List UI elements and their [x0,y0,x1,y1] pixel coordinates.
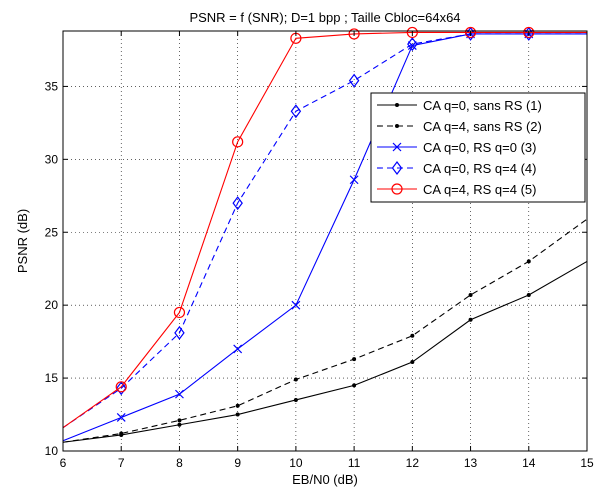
y-axis-label: PSNR (dB) [15,209,30,273]
series-1 [62,260,588,443]
legend-entry-5: CA q=4, RS q=4 (5) [377,182,536,197]
series-2 [62,218,588,443]
chart-title: PSNR = f (SNR); D=1 bpp ; Taille Cbloc=6… [189,10,460,25]
series-5-point [115,381,127,393]
series-2-point [526,259,531,264]
legend-marker-swatch [395,103,399,107]
series-1-point [526,292,531,297]
y-tick-label: 15 [45,371,59,385]
legend-label: CA q=0, sans RS (1) [423,98,542,113]
series-5-point [406,26,418,39]
series-4-point [115,381,127,396]
x-tick-label: 10 [289,456,303,470]
series-3-point [407,41,417,51]
x-marker-stroke [116,413,126,422]
y-tick-label: 35 [45,79,59,93]
plot-frame [62,30,588,452]
series-2-point [177,418,182,423]
series-4-point [174,325,185,340]
series-3-point [175,389,184,399]
x-marker-stroke [233,344,243,354]
y-tick-label: 20 [45,298,59,312]
series-3-point [349,175,359,185]
series-4-point [407,37,418,52]
x-marker-stroke [407,41,417,51]
x-tick-label: 11 [348,456,361,470]
series-2-point [119,431,124,436]
x-tick-label: 8 [176,456,183,470]
series-5-point [232,136,244,148]
x-tick-label: 6 [60,456,67,470]
series-1-line [62,260,588,443]
series-layer [62,26,588,443]
x-marker-stroke [291,300,301,310]
legend-label: CA q=0, RS q=4 (4) [423,161,536,176]
legend: CA q=0, sans RS (1) CA q=4, sans RS (2) CA… [370,92,586,203]
series-2-point [410,333,415,338]
series-1-point [352,383,357,388]
series-1-point [410,360,415,365]
series-2-point [293,377,298,382]
legend-marker-swatch [391,161,403,175]
x-tick-label: 9 [234,456,241,470]
legend-entry-4: CA q=0, RS q=4 (4) [377,161,536,176]
series-5-point [523,26,535,39]
series-5 [62,26,587,429]
x-tick-label: 7 [118,456,125,470]
series-4-point [232,196,243,211]
series-3-point [291,300,301,310]
series-2-point [352,357,357,362]
series-5-point [464,26,477,39]
legend-marker-swatch [391,183,403,195]
series-5-line [62,31,587,429]
x-marker-stroke [175,389,184,399]
axis-ticks: 6 7 8 9 10 11 12 13 14 15 10 15 20 25 30 35 [45,31,594,470]
series-2-point [468,292,473,297]
y-tick-label: 25 [45,225,59,239]
series-4-point [348,73,360,88]
y-tick-label: 30 [45,152,59,166]
legend-marker-swatch [395,124,399,128]
series-1-point [468,317,473,322]
series-5-point [173,306,186,319]
legend-entry-2: CA q=4, sans RS (2) [377,119,542,134]
series-2-line [62,218,588,443]
series-1-point [235,412,240,417]
legend-label: CA q=0, RS q=0 (3) [423,140,536,155]
legend-label: CA q=4, sans RS (2) [423,119,542,134]
x-tick-label: 13 [464,456,478,470]
x-axis-label: EB/N0 (dB) [292,472,358,487]
x-tick-label: 15 [580,456,594,470]
series-1-point [293,397,298,402]
y-tick-label: 10 [45,444,59,458]
legend-label: CA q=4, RS q=4 (5) [423,182,536,197]
series-2-point [235,403,240,408]
x-tick-label: 14 [522,456,536,470]
series-4-point [290,104,302,119]
series-4-line [62,33,587,429]
x-marker-stroke [392,142,402,152]
series-3-point [233,344,243,354]
legend-entry-1: CA q=0, sans RS (1) [377,98,542,113]
series-1-point [177,422,182,427]
x-tick-label: 12 [406,456,420,470]
series-5-point [348,28,360,40]
legend-marker-swatch [392,142,402,152]
x-marker-stroke [349,175,359,185]
legend-entry-3: CA q=0, RS q=0 (3) [377,140,536,155]
series-3-point [116,413,126,422]
